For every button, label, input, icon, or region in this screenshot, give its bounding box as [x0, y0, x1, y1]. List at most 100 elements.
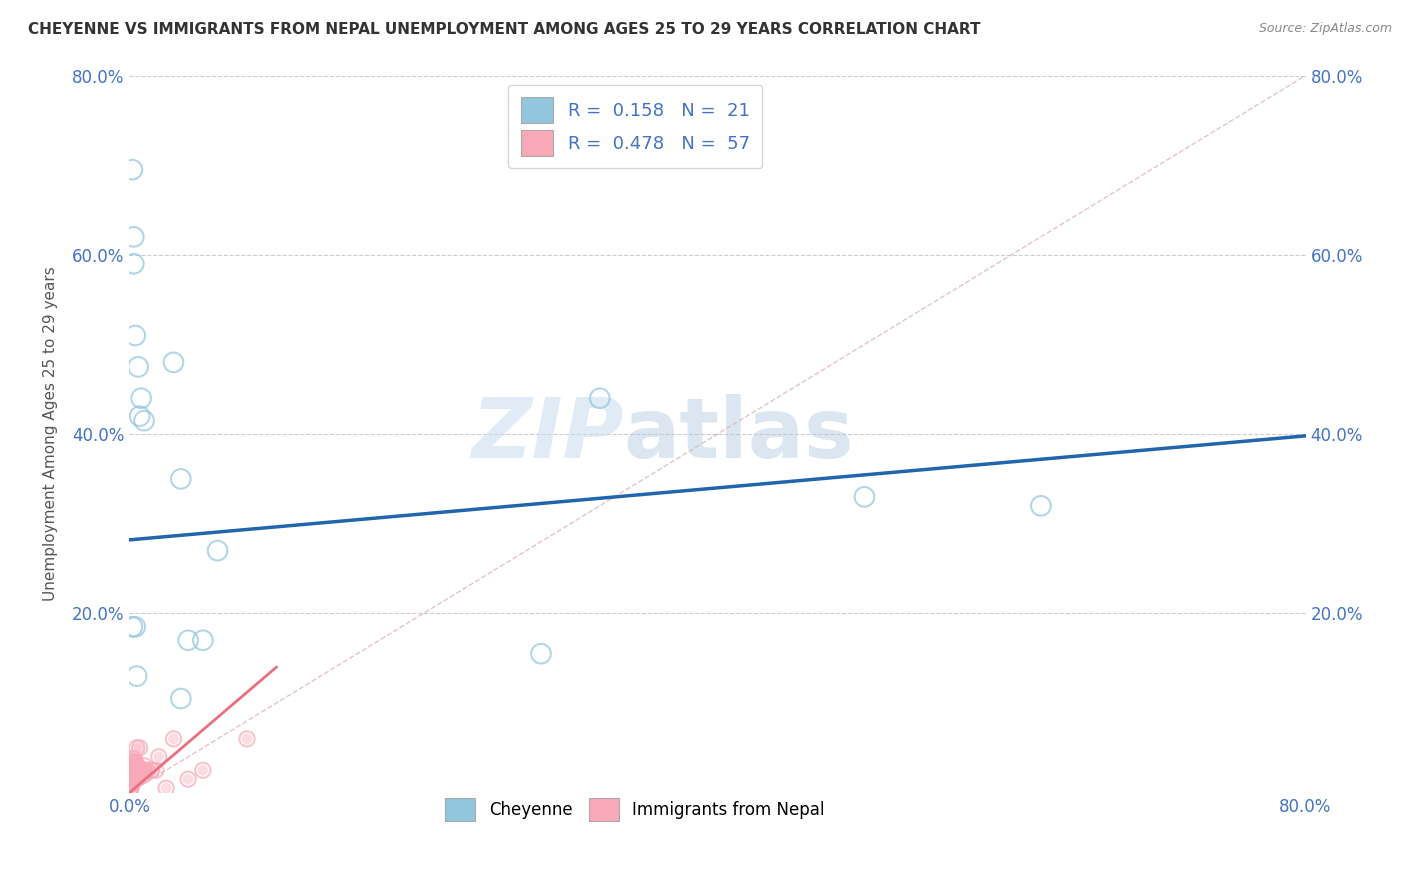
Point	[120, 781, 142, 796]
Point	[121, 772, 143, 787]
Point	[132, 764, 155, 778]
Point	[120, 772, 142, 787]
Point	[125, 758, 148, 772]
Point	[191, 764, 214, 778]
Point	[121, 777, 143, 791]
Point	[120, 777, 142, 791]
Point	[121, 754, 143, 768]
Point	[132, 764, 155, 778]
Point	[145, 764, 167, 778]
Point	[127, 359, 149, 374]
Point	[132, 764, 155, 778]
Point	[120, 764, 142, 778]
Point	[124, 764, 146, 778]
Point	[162, 731, 184, 746]
Point	[132, 764, 155, 778]
Point	[236, 731, 259, 746]
Point	[162, 731, 184, 746]
Point	[191, 764, 214, 778]
Point	[127, 766, 149, 780]
Point	[125, 764, 148, 778]
Point	[141, 764, 163, 778]
Point	[128, 409, 150, 424]
Point	[124, 764, 146, 778]
Point	[125, 740, 148, 755]
Point	[125, 669, 148, 683]
Point	[122, 764, 145, 778]
Point	[121, 760, 143, 774]
Point	[177, 772, 200, 787]
Point	[128, 764, 150, 778]
Point	[120, 772, 142, 787]
Point	[853, 490, 876, 504]
Point	[132, 758, 155, 772]
Point	[162, 355, 184, 369]
Point	[148, 749, 170, 764]
Point	[121, 760, 143, 774]
Point	[121, 756, 143, 770]
Point	[124, 754, 146, 768]
Point	[131, 768, 153, 782]
Legend: Cheyenne, Immigrants from Nepal: Cheyenne, Immigrants from Nepal	[432, 784, 838, 835]
Point	[122, 772, 145, 787]
Point	[122, 230, 145, 244]
Point	[121, 758, 143, 772]
Point	[125, 758, 148, 772]
Point	[124, 760, 146, 774]
Point	[177, 772, 200, 787]
Point	[121, 777, 143, 791]
Point	[122, 758, 145, 772]
Point	[120, 781, 142, 796]
Point	[120, 781, 142, 796]
Point	[132, 768, 155, 782]
Text: ZIP: ZIP	[471, 393, 623, 475]
Point	[177, 633, 200, 648]
Point	[127, 770, 149, 784]
Point	[121, 758, 143, 772]
Point	[124, 760, 146, 774]
Point	[128, 768, 150, 782]
Point	[128, 740, 150, 755]
Point	[124, 620, 146, 634]
Point	[122, 751, 145, 765]
Point	[120, 781, 142, 796]
Point	[125, 740, 148, 755]
Point	[120, 781, 142, 796]
Point	[148, 749, 170, 764]
Point	[120, 772, 142, 787]
Point	[120, 772, 142, 787]
Point	[125, 772, 148, 787]
Point	[122, 257, 145, 271]
Point	[121, 768, 143, 782]
Point	[132, 758, 155, 772]
Point	[207, 543, 229, 558]
Point	[121, 162, 143, 177]
Point	[129, 764, 152, 778]
Point	[120, 777, 142, 791]
Point	[121, 760, 143, 774]
Point	[128, 768, 150, 782]
Point	[124, 328, 146, 343]
Point	[136, 764, 159, 778]
Point	[132, 768, 155, 782]
Point	[589, 391, 612, 405]
Point	[120, 781, 142, 796]
Point	[120, 758, 142, 772]
Point	[120, 758, 142, 772]
Point	[129, 391, 152, 405]
Point	[127, 766, 149, 780]
Point	[120, 768, 142, 782]
Point	[120, 777, 142, 791]
Point	[120, 758, 142, 772]
Point	[236, 731, 259, 746]
Point	[120, 768, 142, 782]
Point	[121, 756, 143, 770]
Point	[141, 764, 163, 778]
Point	[120, 777, 142, 791]
Text: Source: ZipAtlas.com: Source: ZipAtlas.com	[1258, 22, 1392, 36]
Point	[120, 758, 142, 772]
Point	[120, 772, 142, 787]
Point	[121, 772, 143, 787]
Point	[128, 740, 150, 755]
Point	[1029, 499, 1052, 513]
